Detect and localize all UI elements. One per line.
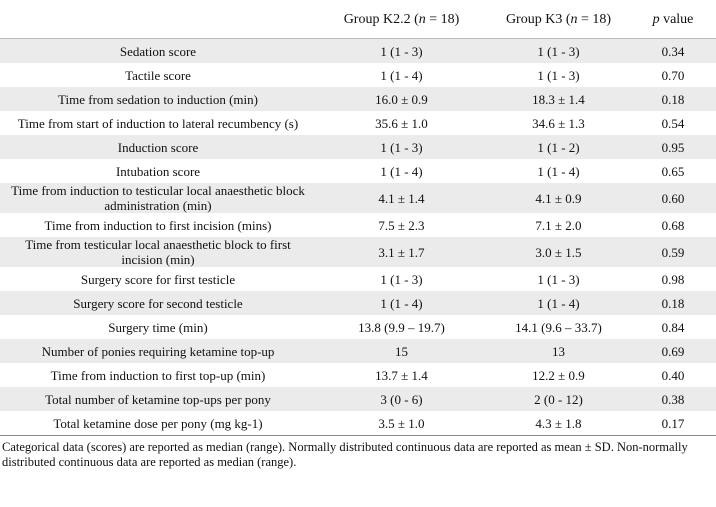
value-cell: 1 (1 - 4) — [380, 163, 423, 179]
header-text: n — [418, 11, 426, 27]
header-cell: Group K3 (n = 18) — [487, 0, 630, 39]
value-cell: 0.84 — [661, 319, 685, 335]
table-row: Surgery score for first testicle 1 (1 - 3… — [0, 267, 716, 291]
row-label: Time from sedation to induction (min) — [58, 91, 258, 107]
row-label: Surgery score for second testicle — [73, 295, 243, 311]
header-cell: Group K2.2 (n = 18) — [316, 0, 487, 39]
header-text: n — [570, 11, 578, 27]
table-row: Time from sedation to induction (min) 16.… — [0, 87, 716, 111]
value-cell: 4.3 ± 1.8 — [487, 411, 630, 436]
header-text: p — [652, 11, 660, 27]
value-cell: 13.8 (9.9 – 19.7) — [358, 319, 445, 335]
table-row: Number of ponies requiring ketamine top-… — [0, 339, 716, 363]
value-cell: 0.60 — [661, 190, 685, 206]
value-cell: 1 (1 - 3) — [537, 271, 580, 287]
value-cell: 1 (1 - 4) — [380, 295, 423, 311]
header-row: Group K2.2 (n = 18) Group K3 (n = 18) p va… — [0, 0, 716, 39]
row-label: Time from induction to first incision (m… — [44, 217, 272, 233]
row-label: Number of ponies requiring ketamine top-… — [41, 343, 275, 359]
table-row: Induction score 1 (1 - 3) 1 (1 - 2) 0.95 — [0, 135, 716, 159]
value-cell: 34.6 ± 1.3 — [532, 115, 585, 131]
value-cell: 1 (1 - 4) — [380, 67, 423, 83]
table-row: Intubation score 1 (1 - 4) 1 (1 - 4) 0.65 — [0, 159, 716, 183]
value-cell: 1 (1 - 2) — [537, 139, 580, 155]
row-label: Tactile score — [125, 67, 191, 83]
value-cell: 1 (1 - 3) — [537, 43, 580, 59]
value-cell: 1 (1 - 4) — [537, 295, 580, 311]
table-row: Sedation score 1 (1 - 3) 1 (1 - 3) 0.34 — [0, 38, 716, 63]
row-label: Time from induction to first top-up (min… — [50, 367, 266, 383]
header-text: Group K2.2 ( — [343, 11, 419, 27]
value-cell: 13.7 ± 1.4 — [375, 367, 428, 383]
row-label: Time from testicular local anaesthetic b… — [25, 237, 291, 267]
value-cell: 0.69 — [661, 343, 685, 359]
value-cell: 3.1 ± 1.7 — [378, 244, 425, 260]
row-label: Total number of ketamine top-ups per pon… — [45, 391, 271, 407]
value-cell: 12.2 ± 0.9 — [532, 367, 585, 383]
row-label: Induction score — [117, 139, 199, 155]
row-label: Surgery time (min) — [108, 319, 208, 335]
value-cell: 1 (1 - 3) — [537, 67, 580, 83]
value-cell: 0.17 — [630, 411, 716, 436]
header-cell: p value — [630, 0, 716, 39]
value-cell: 0.68 — [661, 217, 685, 233]
table-row: Time from start of induction to lateral … — [0, 111, 716, 135]
row-label: Intubation score — [115, 163, 201, 179]
value-cell: 0.54 — [661, 115, 685, 131]
header-text: value — [659, 11, 694, 27]
value-cell: 13 — [552, 343, 565, 359]
value-cell: 1 (1 - 3) — [380, 139, 423, 155]
header-cell — [0, 0, 316, 39]
table-row: Surgery score for second testicle 1 (1 - … — [0, 291, 716, 315]
value-cell: 18.3 ± 1.4 — [532, 91, 585, 107]
table-row: Time from testicular local anaesthetic b… — [0, 237, 716, 267]
value-cell: 1 (1 - 4) — [537, 163, 580, 179]
table-row: Total number of ketamine top-ups per pon… — [0, 387, 716, 411]
value-cell: 3.0 ± 1.5 — [535, 244, 582, 260]
row-label: Surgery score for first testicle — [80, 271, 236, 287]
value-cell: 0.95 — [661, 139, 685, 155]
table-row: Total ketamine dose per pony (mg kg-1) 3.… — [0, 411, 716, 436]
header-text: = 18) — [577, 11, 612, 27]
value-cell: 15 — [395, 343, 408, 359]
value-cell: 0.18 — [661, 91, 685, 107]
value-cell: 0.40 — [661, 367, 685, 383]
value-cell: 16.0 ± 0.9 — [375, 91, 428, 107]
value-cell: 0.18 — [661, 295, 685, 311]
value-cell: 0.70 — [661, 67, 685, 83]
value-cell: 1 (1 - 3) — [380, 43, 423, 59]
row-label: Sedation score — [119, 43, 197, 59]
value-cell: 0.38 — [661, 391, 685, 407]
row-label: Total ketamine dose per pony (mg kg-1) — [0, 411, 316, 436]
header-text: = 18) — [425, 11, 460, 27]
value-cell: 0.59 — [661, 244, 685, 260]
value-cell: 14.1 (9.6 – 33.7) — [515, 319, 602, 335]
row-label: Time from induction to testicular local … — [11, 183, 305, 213]
value-cell: 0.98 — [661, 271, 685, 287]
value-cell: 1 (1 - 3) — [380, 271, 423, 287]
header-text: Group K3 ( — [505, 11, 571, 27]
table-row: Time from induction to first incision (m… — [0, 213, 716, 237]
table-row: Time from induction to first top-up (min… — [0, 363, 716, 387]
value-cell: 7.5 ± 2.3 — [378, 217, 425, 233]
value-cell: 7.1 ± 2.0 — [535, 217, 582, 233]
value-cell: 3.5 ± 1.0 — [316, 411, 487, 436]
footnote: Categorical data (scores) are reported a… — [2, 440, 688, 469]
results-table: Group K2.2 (n = 18) Group K3 (n = 18) p va… — [0, 0, 716, 436]
table-row: Time from induction to testicular local … — [0, 183, 716, 213]
row-label: Time from start of induction to lateral … — [17, 115, 299, 131]
value-cell: 0.65 — [661, 163, 685, 179]
value-cell: 4.1 ± 0.9 — [535, 190, 582, 206]
value-cell: 0.34 — [661, 43, 685, 59]
value-cell: 2 (0 - 12) — [534, 391, 583, 407]
table-row: Surgery time (min) 13.8 (9.9 – 19.7) 14.1 … — [0, 315, 716, 339]
value-cell: 4.1 ± 1.4 — [378, 190, 425, 206]
table-row: Tactile score 1 (1 - 4) 1 (1 - 3) 0.70 — [0, 63, 716, 87]
value-cell: 3 (0 - 6) — [380, 391, 423, 407]
value-cell: 35.6 ± 1.0 — [375, 115, 428, 131]
